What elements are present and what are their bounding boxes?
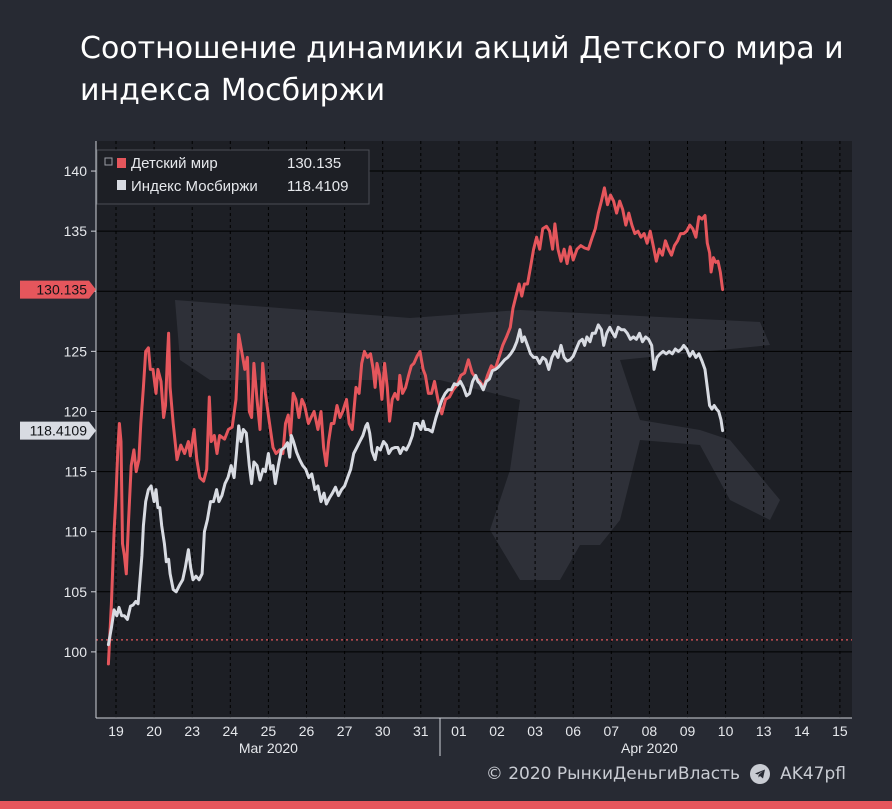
y-tick-label: 140 [64,163,88,179]
legend-box [96,149,370,205]
x-tick-label: 02 [489,723,505,739]
x-tick-label: 23 [184,723,200,739]
copyright-text: © 2020 РынкиДеньгиВласть [485,764,741,784]
x-tick-label: 09 [680,723,696,739]
legend: Детский мир 130.135 Индекс Мосбиржи 118.… [96,149,370,205]
y-tick-label: 135 [64,223,88,239]
y-tick-label: 100 [64,644,88,660]
x-tick-label: 07 [604,723,620,739]
telegram-icon [750,764,771,784]
x-tick-label: 19 [108,723,124,739]
bottom-accent-bar [0,801,892,809]
last-value-label-detmir: 130.135 [20,280,96,299]
last-value-text: 130.135 [36,282,87,298]
series-line-detmir [106,186,725,666]
watermark-rifle-icon [175,300,780,580]
x-tick-label: 15 [832,723,848,739]
chart-title: Соотношение динамики акций Детского мира… [80,31,844,108]
y-tick-label: 110 [65,524,88,540]
y-tick-label: 125 [64,343,88,359]
legend-label-detmir: Детский мир [131,155,218,172]
x-tick-label: 03 [527,723,543,739]
x-tick-label: 13 [756,723,772,739]
channel-name: AK47pfl [780,764,846,784]
x-tick-label: 14 [794,723,810,739]
x-axis-months: Mar 2020 Apr 2020 [239,740,678,756]
last-value-text: 118.4109 [30,423,88,439]
x-tick-label: 10 [718,723,734,739]
x-month-label: Apr 2020 [621,740,678,756]
x-tick-label: 25 [261,723,277,739]
x-tick-label: 30 [375,723,391,739]
x-tick-label: 31 [413,723,429,739]
chart-series [106,186,725,666]
x-tick-label: 24 [223,723,239,739]
x-tick-label: 06 [565,723,581,739]
legend-collapse-icon[interactable] [104,157,113,166]
legend-value-moex: 118.4109 [287,178,348,195]
y-tick-label: 120 [64,403,88,419]
y-tick-label: 105 [64,584,88,600]
y-tick-label: 115 [65,464,88,480]
footer: © 2020 РынкиДеньгиВласть AK47pfl [486,764,846,784]
legend-swatch-red [117,158,126,168]
legend-swatch-white [117,180,126,190]
legend-value-detmir: 130.135 [287,155,341,172]
series-line-moex [106,323,725,647]
x-tick-label: 20 [146,723,162,739]
x-tick-label: 08 [642,723,658,739]
last-value-labels: 130.135 118.4109 [20,280,96,440]
x-tick-label: 26 [299,723,315,739]
x-tick-label: 01 [451,723,467,739]
last-value-tag [20,421,96,440]
x-month-label: Mar 2020 [239,740,298,756]
last-value-tag [20,280,96,299]
last-value-label-moex: 118.4109 [20,421,96,440]
y-axis-ticks: 100105110115120125130135140 [64,163,96,660]
x-tick-label: 27 [337,723,353,739]
x-axis-ticks: 19 20 23 24 25 26 27 30 31 01 02 03 06 07 08 09 10 13 14 15 [108,723,848,739]
legend-label-moex: Индекс Мосбиржи [131,178,258,195]
